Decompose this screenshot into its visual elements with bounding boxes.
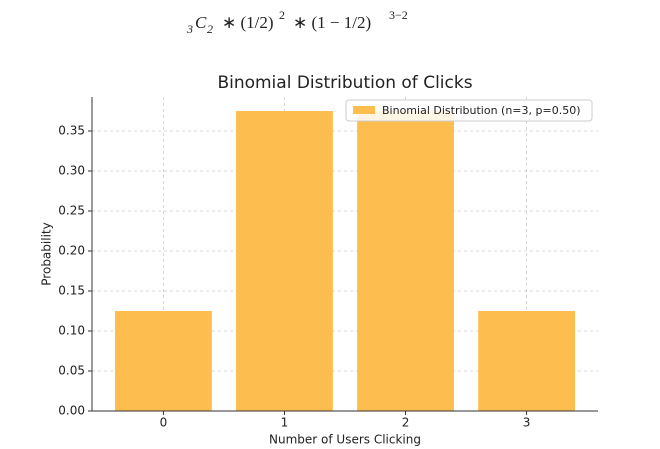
x-axis-label: Number of Users Clicking [269, 433, 421, 447]
x-tick-label: 3 [523, 416, 531, 430]
y-tick-label: 0.30 [58, 164, 85, 178]
legend-swatch [353, 106, 375, 114]
axis-line [91, 97, 598, 412]
x-tick-label: 2 [402, 416, 410, 430]
formula-part: ∗ (1 − 1/2) [293, 13, 371, 32]
x-tick-label: 1 [281, 416, 289, 430]
y-tick-label: 0.35 [58, 124, 85, 138]
formula-part: 2 [279, 8, 285, 22]
y-tick-label: 0.05 [58, 364, 85, 378]
formula-part: C [195, 13, 207, 32]
formula-part: 3 [186, 22, 193, 36]
formula-part: 3−2 [389, 8, 408, 22]
formula-part: ∗ (1/2) [222, 13, 274, 32]
y-tick-label: 0.20 [58, 244, 85, 258]
y-tick-label: 0.25 [58, 204, 85, 218]
formula-part: 2 [207, 22, 213, 36]
y-axis-label: Probability [40, 222, 54, 285]
bar [115, 311, 212, 411]
formula: 3 C 2 ∗ (1/2) 2 ∗ (1 − 1/2) 3−2 [186, 8, 408, 36]
bar [236, 111, 333, 411]
chart-title: Binomial Distribution of Clicks [217, 73, 472, 93]
legend-label: Binomial Distribution (n=3, p=0.50) [382, 104, 581, 117]
y-tick-label: 0.10 [58, 324, 85, 338]
bar [478, 311, 575, 411]
y-tick-label: 0.15 [58, 284, 85, 298]
bar [357, 111, 454, 411]
x-tick-label: 0 [160, 416, 168, 430]
legend-box [345, 99, 593, 122]
y-tick-label: 0.00 [58, 404, 85, 418]
